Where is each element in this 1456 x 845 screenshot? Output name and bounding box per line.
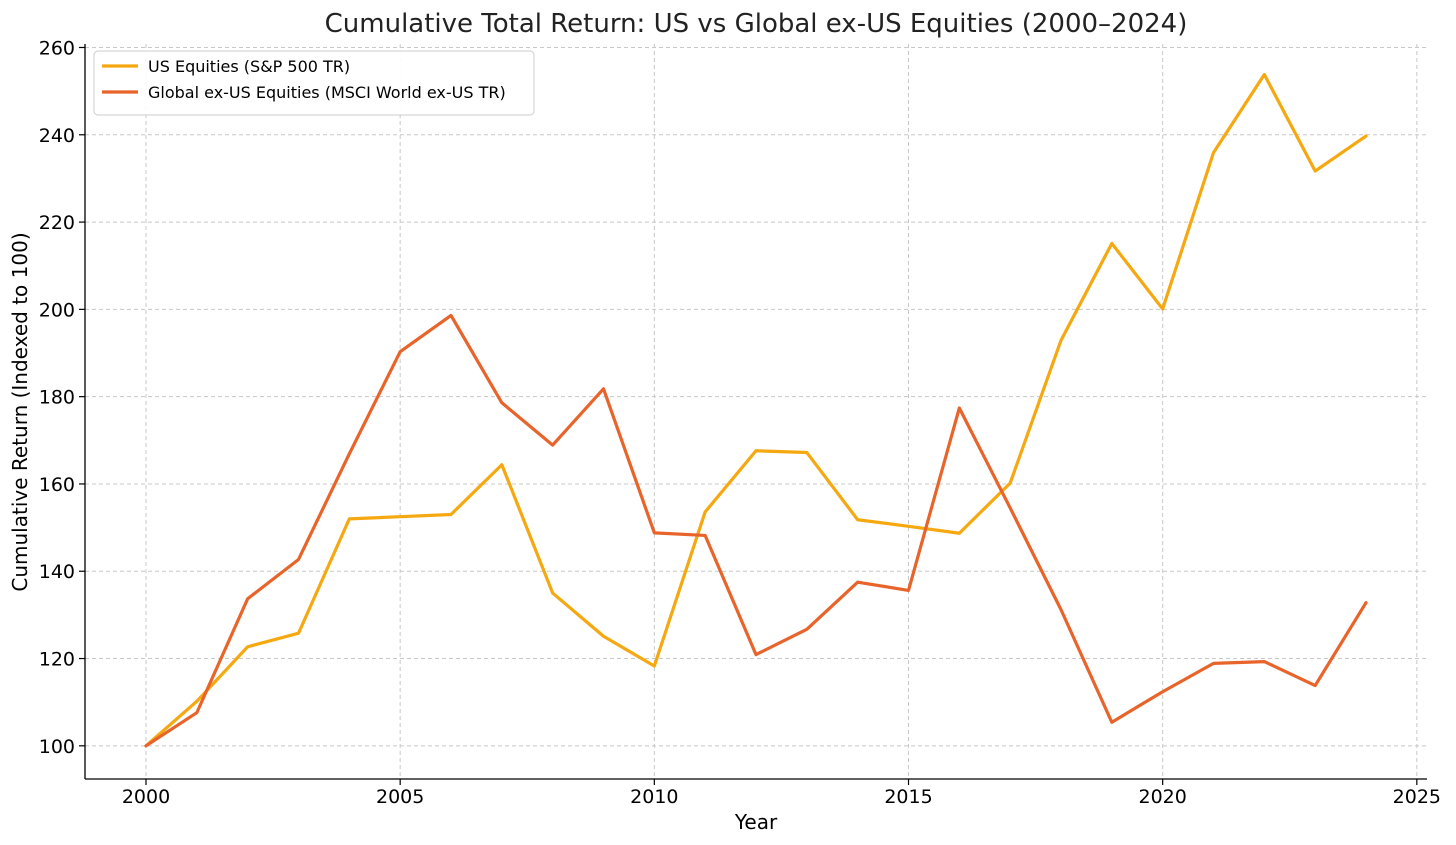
y-tick-label: 200: [39, 299, 75, 321]
x-tick-label: 2015: [884, 786, 932, 808]
y-tick-label: 100: [39, 736, 75, 758]
y-tick-label: 260: [39, 37, 75, 59]
y-tick-label: 240: [39, 125, 75, 147]
legend-label: Global ex-US Equities (MSCI World ex-US …: [148, 83, 506, 102]
x-tick-label: 2010: [630, 786, 678, 808]
y-tick-label: 180: [39, 387, 75, 409]
grid: [85, 44, 1427, 779]
x-tick-label: 2005: [376, 786, 424, 808]
series-line-1: [144, 72, 1368, 748]
x-tick-label: 2020: [1138, 786, 1186, 808]
legend-box: [93, 50, 535, 116]
y-tick-label: 220: [39, 212, 75, 234]
x-tick-label: 2025: [1393, 786, 1441, 808]
legend: US Equities (S&P 500 TR) Global ex-US Equ…: [93, 50, 535, 116]
series-line-2: [144, 313, 1368, 748]
y-tick-label: 140: [39, 561, 75, 583]
x-axis-title: Year: [734, 810, 778, 834]
y-tick-label: 160: [39, 474, 75, 496]
y-axis-title: Cumulative Return (Indexed to 100): [8, 232, 32, 591]
x-tick-label: 2000: [122, 786, 170, 808]
axes: 2000 2005 2010 2015 2020 2025 100 120 140 160 180 2…: [39, 37, 1441, 808]
series-lines: [144, 72, 1368, 748]
legend-label: US Equities (S&P 500 TR): [148, 57, 350, 76]
chart-title: Cumulative Total Return: US vs Global ex…: [325, 9, 1188, 39]
y-tick-label: 120: [39, 649, 75, 671]
